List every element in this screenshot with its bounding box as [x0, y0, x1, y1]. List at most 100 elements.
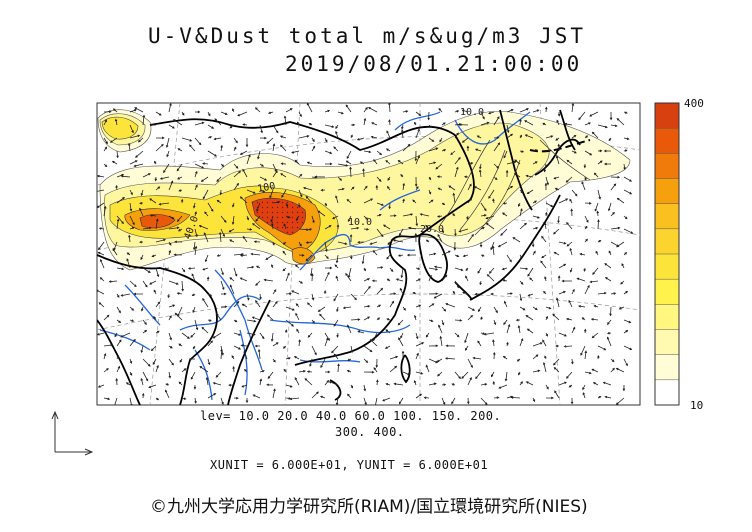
wind-arrow: [165, 137, 170, 148]
wind-arrow: [112, 248, 118, 256]
wind-arrow: [525, 381, 534, 386]
wind-arrow: [454, 110, 460, 113]
wind-arrow: [98, 302, 105, 308]
wind-arrow: [142, 267, 151, 273]
wind-arrow: [336, 306, 339, 313]
wind-arrow: [591, 131, 599, 139]
wind-arrow: [155, 143, 164, 152]
wind-arrow: [555, 344, 559, 348]
wind-arrow: [266, 137, 274, 144]
wind-arrow: [194, 137, 202, 146]
wind-arrow: [298, 253, 305, 257]
wind-arrow: [618, 306, 625, 310]
wind-arrow: [212, 332, 222, 339]
wind-arrow: [168, 241, 172, 246]
wind-arrow: [532, 161, 538, 165]
wind-arrow: [194, 121, 205, 126]
wind-arrow: [397, 254, 404, 257]
wind-arrow: [397, 319, 404, 326]
wind-arrow: [311, 345, 317, 356]
wind-arrow: [623, 149, 628, 152]
wind-arrow: [532, 109, 540, 113]
wind-arrow: [388, 119, 391, 126]
wind-arrow: [566, 221, 573, 230]
wind-arrow: [454, 132, 459, 139]
wind-arrow: [616, 241, 625, 248]
wind-arrow: [545, 135, 554, 139]
colorbar-swatch: [655, 329, 679, 356]
wind-arrow: [213, 137, 222, 141]
wind-arrow: [541, 254, 547, 259]
wind-arrow: [181, 137, 193, 142]
wind-arrow: [415, 186, 419, 191]
wind-arrow: [363, 305, 371, 308]
wind-arrow: [568, 384, 573, 388]
wind-arrow: [220, 280, 225, 291]
wind-arrow: [506, 133, 514, 139]
wind-arrow: [506, 160, 517, 165]
wind-arrow: [219, 189, 223, 196]
wind-arrow: [566, 159, 573, 165]
wind-arrow: [616, 118, 625, 126]
wind-arrow: [306, 161, 313, 165]
wind-arrow: [233, 345, 242, 350]
wind-arrow: [441, 149, 447, 152]
wind-arrow: [282, 345, 287, 349]
wind-arrow: [561, 279, 572, 283]
wind-arrow: [272, 170, 278, 178]
wind-arrow: [428, 147, 439, 152]
wind-arrow: [514, 159, 521, 165]
reference-vector: [51, 410, 94, 456]
wind-arrow: [254, 344, 260, 348]
wind-arrow: [233, 182, 239, 191]
wind-arrow: [479, 280, 482, 286]
wind-arrow: [467, 233, 474, 243]
wind-arrow: [103, 343, 114, 347]
wind-arrow: [347, 215, 352, 223]
wind-arrow: [192, 306, 196, 313]
colorbar-swatch: [655, 103, 679, 129]
wind-arrow: [584, 225, 588, 230]
wind-arrow: [116, 196, 126, 204]
wind-arrow: [155, 136, 165, 140]
wind-arrow: [441, 306, 447, 312]
wind-arrow: [220, 144, 223, 152]
wind-arrow: [571, 288, 575, 295]
wind-arrow: [263, 278, 274, 282]
wind-arrow: [569, 267, 573, 273]
wind-arrow: [115, 184, 118, 191]
wind-arrow: [181, 397, 187, 400]
wind-arrow: [220, 228, 225, 238]
wind-arrow: [202, 297, 209, 308]
wind-arrow: [597, 345, 607, 351]
wind-arrow: [285, 292, 292, 296]
wind-arrow: [623, 137, 630, 141]
wind-arrow: [386, 278, 391, 282]
vector-units: XUNIT = 6.000E+01, YUNIT = 6.000E+01: [210, 458, 489, 472]
wind-arrow: [255, 107, 261, 113]
wind-arrow: [176, 163, 183, 172]
wind-arrow: [591, 332, 599, 339]
wind-arrow: [149, 280, 157, 285]
wind-arrow: [149, 214, 157, 217]
wind-arrow: [532, 226, 539, 230]
wind-arrow: [116, 355, 119, 360]
wind-arrow: [525, 174, 534, 178]
wind-arrow: [203, 232, 209, 243]
wind-arrow: [281, 189, 287, 198]
wind-arrow: [415, 128, 420, 139]
wind-arrow: [544, 211, 548, 217]
wind-arrow: [216, 176, 222, 183]
wind-arrow: [272, 143, 276, 152]
wind-arrow: [428, 344, 439, 348]
wind-arrow: [400, 332, 404, 339]
wind-arrow: [382, 224, 391, 230]
wind-arrow: [194, 245, 198, 256]
wind-arrow: [350, 318, 361, 321]
wind-arrow: [376, 213, 382, 217]
wind-arrow: [305, 195, 313, 204]
wind-arrow: [452, 213, 456, 217]
wind-arrow: [451, 397, 456, 405]
wind-arrow: [479, 163, 482, 170]
wind-arrow: [115, 377, 119, 386]
